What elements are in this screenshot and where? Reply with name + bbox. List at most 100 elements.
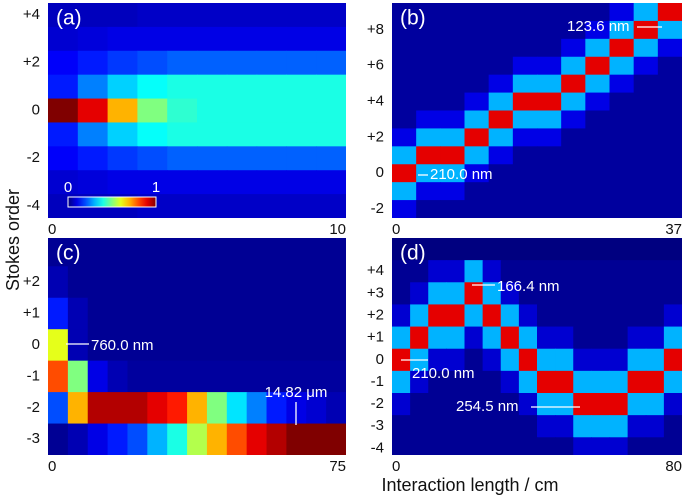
heatmap-cell (633, 3, 659, 22)
heatmap-cell (609, 20, 635, 40)
heatmap-cell (440, 200, 466, 218)
heatmap-cell (512, 200, 538, 218)
heatmap-cell (488, 146, 514, 165)
heatmap-cell (537, 38, 562, 58)
heatmap-cell (645, 415, 665, 438)
heatmap-panel (392, 238, 682, 455)
heatmap-cell (392, 393, 411, 416)
heatmap-cell (127, 329, 148, 362)
heatmap-cell (392, 3, 417, 22)
heatmap-cell (187, 266, 208, 299)
heatmap-cell (512, 56, 538, 76)
heatmap-cell (482, 282, 502, 306)
x-tick-label: 75 (329, 458, 346, 475)
heatmap-cell (286, 194, 317, 218)
heatmap-cell (77, 74, 109, 100)
heatmap-cell (585, 164, 611, 183)
y-tick-label: 0 (376, 351, 384, 368)
heatmap-cell (187, 392, 208, 425)
heatmap-cell (87, 238, 109, 267)
x-tick-label: 37 (665, 221, 682, 238)
heatmap-cell (187, 329, 208, 362)
heatmap-cell (464, 393, 484, 416)
heatmap-cell (609, 370, 629, 394)
x-tick-label: 0 (392, 458, 400, 475)
heatmap-cell (537, 164, 562, 183)
heatmap-cell (512, 128, 538, 147)
heatmap-cell (167, 194, 198, 218)
heatmap-cell (256, 74, 287, 100)
heatmap-cell (206, 266, 228, 299)
heatmap-cell (137, 146, 168, 171)
heatmap-cell (167, 392, 188, 425)
heatmap-cell (77, 170, 109, 195)
annotation: 210.0 nm (430, 166, 493, 183)
heatmap-cell (197, 146, 228, 171)
y-tick-label: +4 (367, 93, 384, 110)
heatmap-cell (585, 74, 611, 94)
heatmap-panel (392, 3, 682, 218)
heatmap-cell (591, 260, 611, 283)
heatmap-cell (416, 74, 441, 94)
heatmap-cell (591, 348, 611, 372)
heatmap-cell (645, 326, 665, 350)
heatmap-cell (663, 393, 682, 416)
heatmap-cell (246, 423, 268, 455)
heatmap-cell (518, 304, 538, 328)
heatmap-cell (48, 26, 79, 52)
heatmap-cell (428, 393, 447, 416)
y-tick-label: -2 (27, 149, 40, 166)
y-tick-label: +3 (367, 284, 384, 301)
heatmap-cell (446, 304, 466, 328)
heatmap-cell (561, 20, 586, 40)
heatmap-cell (561, 200, 586, 218)
heatmap-cell (500, 415, 520, 438)
heatmap-cell (107, 170, 138, 195)
heatmap-cell (537, 146, 562, 165)
heatmap-cell (256, 122, 287, 147)
heatmap-cell (500, 260, 520, 283)
y-tick-label: -4 (371, 439, 384, 456)
heatmap-cell (416, 182, 441, 201)
heatmap-cell (286, 146, 317, 171)
heatmap-cell (326, 329, 346, 362)
heatmap-cell (48, 74, 79, 100)
heatmap-cell (663, 326, 682, 350)
heatmap-cell (392, 74, 417, 94)
heatmap-cell (107, 26, 138, 52)
heatmap-cell (561, 146, 586, 165)
heatmap-cell (512, 74, 538, 94)
x-tick-label: 0 (48, 221, 56, 238)
heatmap-cell (197, 3, 228, 28)
heatmap-cell (107, 98, 138, 124)
heatmap-cell (77, 98, 109, 124)
heatmap-cell (537, 415, 556, 438)
heatmap-cell (585, 38, 611, 58)
heatmap-cell (663, 260, 682, 283)
heatmap-cell (48, 297, 69, 330)
heatmap-cell (446, 393, 466, 416)
heatmap-cell (316, 26, 346, 52)
heatmap-cell (561, 110, 586, 130)
heatmap-cell (518, 370, 538, 394)
heatmap-cell (512, 182, 538, 201)
heatmap-cell (663, 437, 682, 455)
heatmap-cell (187, 423, 208, 455)
y-tick-label: -4 (27, 197, 40, 214)
heatmap-cell (256, 194, 287, 218)
heatmap-cell (107, 74, 138, 100)
heatmap-cell (316, 146, 346, 171)
heatmap-cell (609, 326, 629, 350)
heatmap-cell (326, 238, 346, 267)
heatmap-cell (167, 238, 188, 267)
heatmap-cell (306, 360, 327, 393)
y-tick-label: +2 (23, 54, 40, 71)
heatmap-cell (226, 122, 258, 147)
heatmap-cell (609, 437, 629, 455)
heatmap-cell (627, 282, 647, 306)
x-tick-label: 0 (48, 458, 56, 475)
heatmap-cell (518, 415, 538, 438)
heatmap-cell (187, 238, 208, 267)
heatmap-cell (67, 423, 89, 455)
